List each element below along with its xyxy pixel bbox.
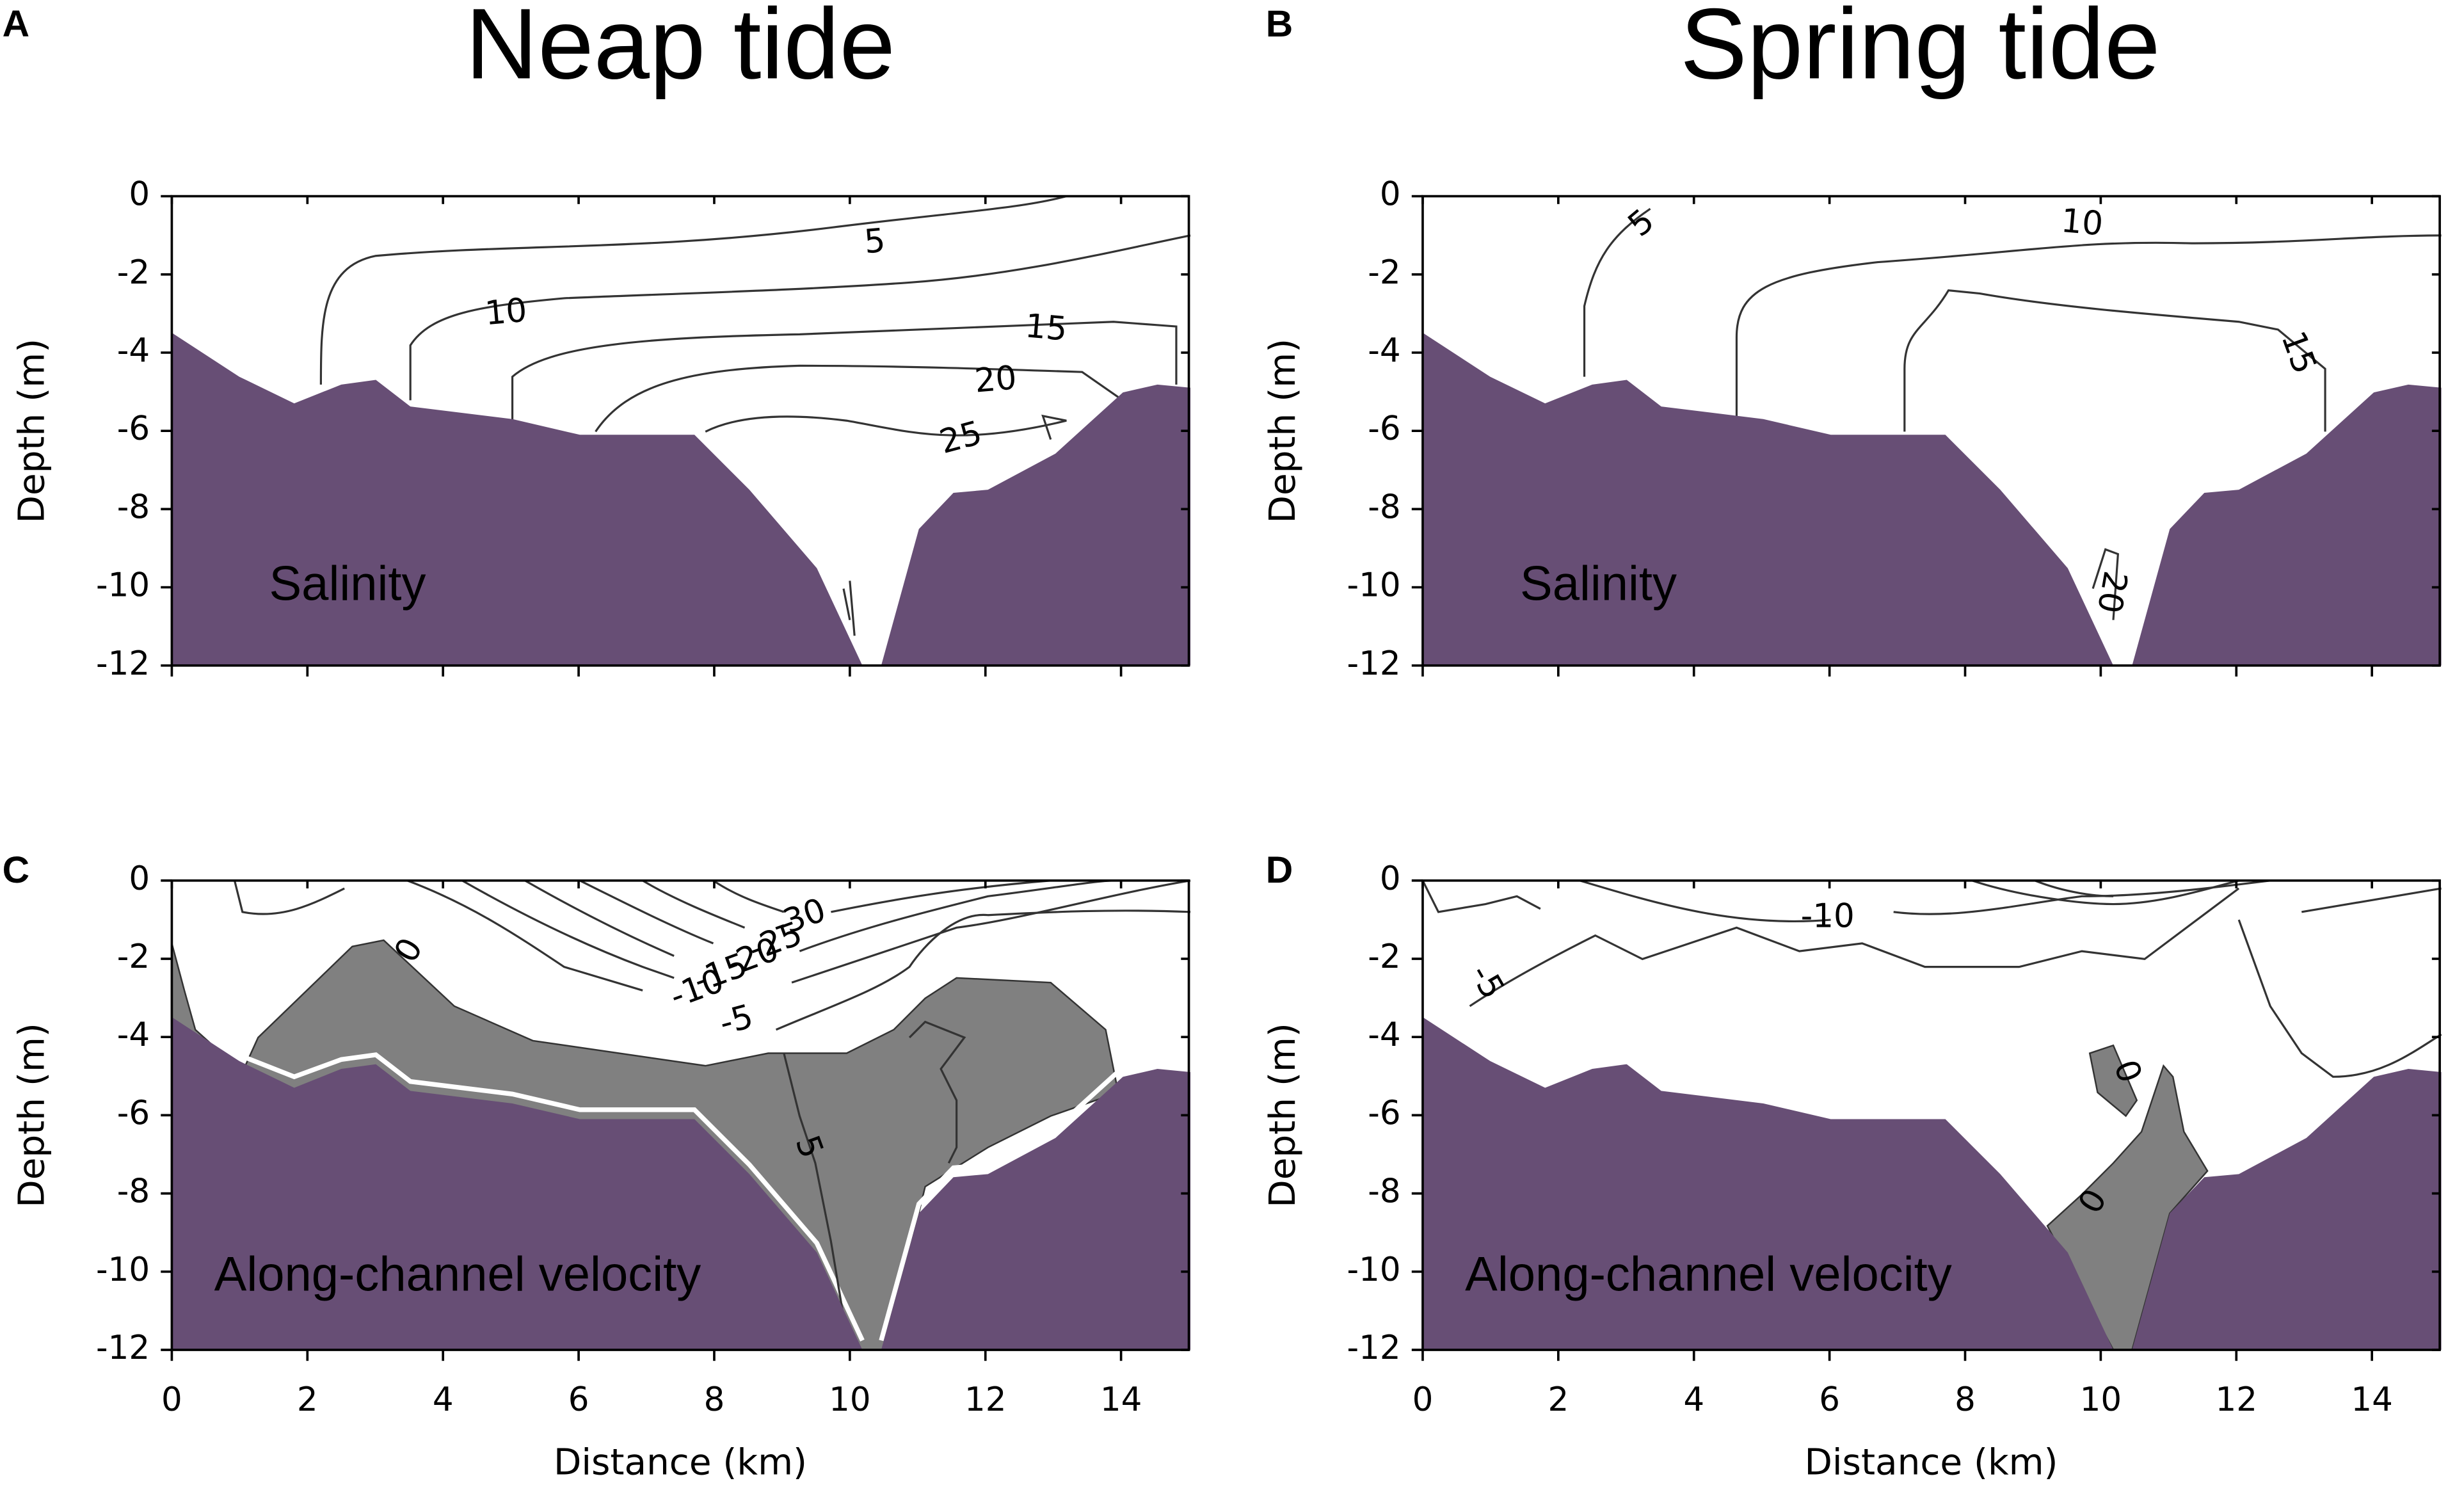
y-tick-label: -2	[1368, 938, 1400, 976]
y-tick-label: -4	[1368, 332, 1400, 370]
xlabel: Distance (km)	[554, 1442, 807, 1484]
contour-label: 20	[973, 358, 1018, 400]
panel: 0 -2 -4 -6 -8 -10 -12 0 2 4 6 8 10 12 14 C Depth (m) Dist…	[3, 849, 1191, 1484]
y-tick-label: -4	[117, 1016, 150, 1054]
x-tick-label: 14	[2351, 1381, 2393, 1419]
x-tick-label: 6	[1819, 1381, 1840, 1419]
x-tick-label: 2	[297, 1381, 318, 1419]
y-tick-label: -8	[1368, 488, 1400, 526]
contour-label: 10	[483, 291, 528, 333]
y-tick-label: -6	[117, 1094, 150, 1132]
contour-label: 5	[863, 221, 887, 262]
x-tick-label: 12	[964, 1381, 1007, 1419]
contour-label: 15	[1023, 307, 1068, 348]
y-tick-label: -10	[1347, 1251, 1401, 1289]
contour-label: -30	[767, 891, 831, 945]
y-tick-label: -12	[1347, 645, 1401, 683]
y-tick-label: -4	[1368, 1016, 1400, 1054]
contour-label: 25	[936, 413, 986, 461]
contours-b	[1583, 207, 2442, 620]
y-tick-label: -8	[117, 1173, 150, 1211]
ylabel: Depth (m)	[11, 339, 52, 524]
bathymetry	[172, 332, 1191, 666]
x-tick-label: 2	[1548, 1381, 1569, 1419]
x-tick-label: 8	[1955, 1381, 1976, 1419]
y-tick-label: -6	[117, 410, 150, 448]
ylabel: Depth (m)	[1262, 339, 1304, 524]
contour-label: 20	[2090, 568, 2134, 616]
panel-letter: B	[1266, 3, 1293, 45]
ylabel: Depth (m)	[11, 1023, 52, 1208]
x-tick-label: 8	[704, 1381, 725, 1419]
x-tick-label: 0	[1412, 1381, 1434, 1419]
y-tick-label: -10	[96, 1251, 150, 1289]
field-label: Along-channel velocity	[1465, 1247, 1952, 1301]
panel-letter: D	[1266, 849, 1293, 891]
contour-label: 10	[2060, 202, 2104, 243]
contours-a	[319, 195, 1191, 636]
y-tick-label: -2	[117, 938, 150, 976]
y-tick-label: 0	[1380, 175, 1401, 214]
x-tick-label: 10	[2080, 1381, 2122, 1419]
y-tick-label: -12	[1347, 1329, 1401, 1367]
contour-label: -5	[716, 997, 757, 1043]
x-tick-label: 12	[2216, 1381, 2258, 1419]
x-tick-label: 10	[829, 1381, 871, 1419]
y-tick-label: -8	[1368, 1173, 1400, 1211]
y-tick-label: -6	[1368, 410, 1400, 448]
y-tick-label: -4	[117, 332, 150, 370]
panel-letter: C	[3, 849, 30, 891]
y-tick-label: 0	[1380, 860, 1401, 898]
field-label: Salinity	[1520, 556, 1677, 611]
x-tick-label: 0	[161, 1381, 182, 1419]
y-tick-label: -8	[117, 488, 150, 526]
x-tick-label: 4	[1683, 1381, 1704, 1419]
ylabel: Depth (m)	[1262, 1023, 1304, 1208]
y-tick-label: 0	[129, 860, 150, 898]
y-tick-label: 0	[129, 175, 150, 214]
x-tick-label: 4	[433, 1381, 454, 1419]
column-title: Neap tide	[465, 0, 895, 100]
y-tick-label: -2	[1368, 253, 1400, 292]
field-label: Along-channel velocity	[214, 1247, 701, 1301]
field-label: Salinity	[269, 556, 426, 611]
x-tick-label: 14	[1100, 1381, 1142, 1419]
y-tick-label: -10	[1347, 566, 1401, 605]
y-tick-label: -12	[96, 1329, 150, 1367]
y-tick-label: -6	[1368, 1094, 1400, 1132]
x-tick-label: 6	[568, 1381, 589, 1419]
panel: 0 -2 -4 -6 -8 -10 -12 B Spring tide Depth (m) Sali…	[1262, 0, 2442, 683]
panel-letter: A	[3, 3, 30, 45]
contours-d	[1421, 879, 2442, 1351]
contour-label: 15	[2273, 326, 2324, 379]
y-tick-label: -12	[96, 645, 150, 683]
contour-label: -10	[1801, 897, 1855, 936]
panel: 0 -2 -4 -6 -8 -10 -12 A Neap tide Depth (m) Salini…	[3, 0, 1191, 683]
contour-label: -5	[1462, 958, 1512, 1005]
contour-label: 5	[1621, 202, 1662, 244]
y-tick-label: -2	[117, 253, 150, 292]
bathymetry	[1422, 332, 2442, 666]
panel: 0 -2 -4 -6 -8 -10 -12 0 2 4 6 8 10 12 14 D Depth (m) Dist…	[1262, 849, 2442, 1484]
y-tick-label: -10	[96, 566, 150, 605]
column-title: Spring tide	[1680, 0, 2160, 100]
xlabel: Distance (km)	[1804, 1442, 2058, 1484]
